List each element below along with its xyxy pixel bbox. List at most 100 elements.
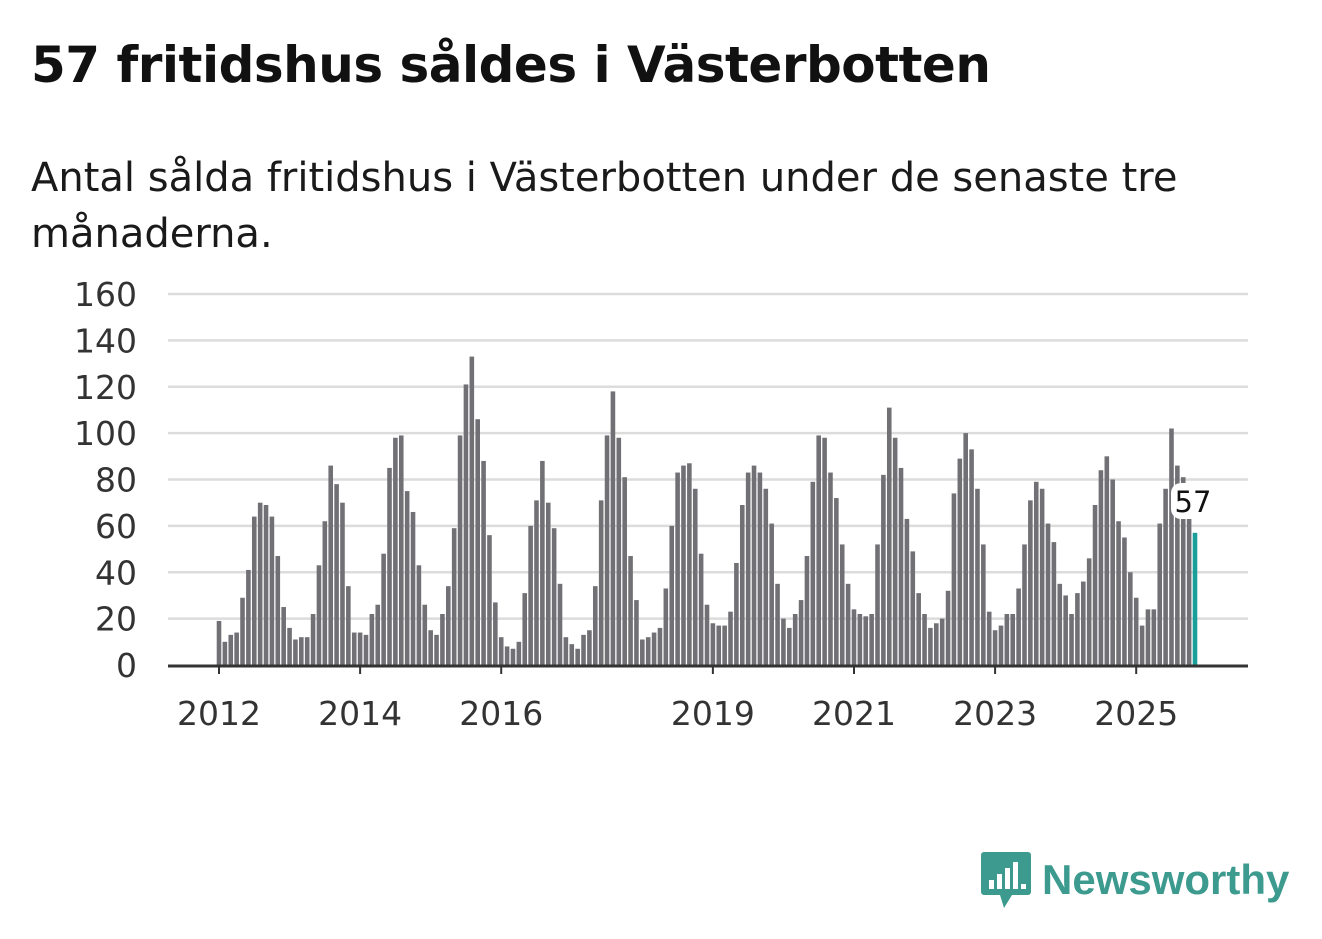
bar	[446, 586, 451, 665]
bar	[704, 604, 710, 665]
bar	[316, 565, 322, 665]
newsworthy-logo: Newsworthy	[980, 850, 1289, 910]
bar	[675, 472, 680, 665]
bar	[792, 613, 798, 665]
bar	[798, 600, 804, 665]
bar	[222, 641, 228, 665]
bar	[592, 586, 598, 665]
bar	[440, 613, 445, 665]
bar	[351, 632, 357, 665]
bar	[481, 460, 486, 665]
bar	[457, 435, 463, 665]
bar	[410, 511, 416, 665]
bar	[587, 630, 592, 665]
bar	[881, 474, 886, 665]
bar	[1139, 625, 1145, 665]
bar	[1110, 479, 1115, 665]
chart-subtitle: Antal sålda fritidshus i Västerbotten un…	[31, 155, 1178, 257]
annotation: 57	[1171, 483, 1215, 519]
bar	[528, 525, 533, 665]
bar	[475, 419, 480, 665]
bar	[398, 435, 404, 665]
bar	[610, 391, 616, 665]
bar	[769, 523, 774, 665]
bar	[834, 498, 839, 665]
bar	[422, 604, 428, 665]
bar	[346, 586, 351, 665]
bar	[1039, 488, 1045, 665]
label-background	[1171, 483, 1215, 519]
bar	[510, 648, 516, 665]
y-tick-label: 140	[74, 321, 137, 360]
x-axis: 2012 2014 2016 2019 2021 2023 2025	[168, 664, 1248, 733]
bar	[975, 488, 980, 665]
bar	[598, 500, 604, 665]
bar	[575, 648, 580, 665]
x-tick-label: 2016	[459, 694, 543, 733]
bar	[281, 607, 286, 665]
bar	[804, 556, 810, 665]
bar	[287, 627, 292, 665]
bar	[1016, 588, 1021, 665]
bar	[416, 565, 422, 665]
y-tick-label: 0	[116, 646, 137, 685]
bar-chart-speech-bubble-icon	[981, 852, 1031, 908]
bar	[463, 384, 469, 665]
bar	[299, 637, 304, 665]
bar	[787, 627, 792, 665]
highlight-value-label: 57	[1175, 485, 1212, 519]
bar	[810, 481, 816, 665]
bar	[487, 535, 492, 665]
bar	[334, 484, 339, 665]
bar	[1128, 572, 1133, 665]
bar	[1151, 609, 1157, 665]
bar	[922, 613, 927, 665]
bar	[857, 613, 863, 665]
bar	[1186, 518, 1192, 665]
bar	[1180, 477, 1186, 665]
bar	[828, 472, 833, 665]
bar	[710, 623, 716, 665]
bar	[310, 613, 316, 665]
bar	[216, 620, 222, 665]
bar	[816, 435, 822, 665]
bar	[1086, 558, 1092, 665]
y-tick-label: 20	[95, 600, 137, 639]
bar	[1098, 470, 1104, 665]
bar	[498, 637, 504, 665]
y-tick-label: 120	[74, 368, 137, 407]
y-tick-label: 100	[74, 414, 137, 453]
bar	[1092, 505, 1098, 665]
bar	[863, 616, 869, 665]
bar	[540, 460, 545, 665]
bar	[557, 583, 563, 665]
x-tick-label: 2021	[812, 694, 896, 733]
bar-highlight	[1192, 532, 1198, 665]
bar	[722, 625, 727, 665]
bar	[357, 632, 363, 665]
bar	[1122, 537, 1127, 665]
bar	[657, 627, 663, 665]
bar	[1004, 613, 1010, 665]
bar	[892, 437, 898, 665]
bar	[1033, 481, 1039, 665]
bar	[886, 407, 892, 665]
bar	[381, 553, 386, 665]
bar	[692, 488, 698, 665]
bar	[745, 472, 751, 665]
brand-name: Newsworthy	[1042, 856, 1290, 903]
bar	[363, 634, 369, 665]
bar	[1057, 583, 1063, 665]
bar	[263, 505, 269, 665]
bar	[1075, 593, 1080, 665]
bar	[622, 477, 627, 665]
bar	[322, 521, 328, 665]
bar	[428, 630, 433, 665]
bar	[645, 637, 651, 665]
bar	[275, 556, 281, 665]
bar	[739, 505, 745, 665]
bar	[963, 433, 968, 665]
bar	[1133, 597, 1139, 665]
bar	[1157, 523, 1163, 665]
bar	[939, 618, 945, 665]
